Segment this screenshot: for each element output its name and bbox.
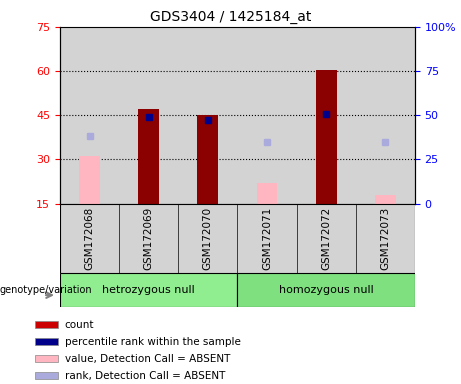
- Bar: [35, 355, 58, 362]
- Text: rank, Detection Call = ABSENT: rank, Detection Call = ABSENT: [65, 371, 225, 381]
- Bar: [316, 70, 337, 204]
- Bar: [197, 115, 218, 204]
- Bar: [79, 156, 100, 204]
- Text: GSM172070: GSM172070: [203, 207, 213, 270]
- Bar: [138, 109, 159, 204]
- Text: GSM172072: GSM172072: [321, 207, 331, 270]
- Text: percentile rank within the sample: percentile rank within the sample: [65, 337, 241, 347]
- Text: hetrozygous null: hetrozygous null: [102, 285, 195, 295]
- Bar: [35, 338, 58, 345]
- Bar: [60, 273, 237, 307]
- Bar: [375, 195, 396, 204]
- Text: GSM172073: GSM172073: [380, 207, 390, 270]
- Bar: [35, 321, 58, 328]
- Text: GSM172069: GSM172069: [144, 207, 154, 270]
- Text: genotype/variation: genotype/variation: [0, 285, 93, 295]
- Text: count: count: [65, 320, 94, 330]
- Text: GSM172071: GSM172071: [262, 207, 272, 270]
- Bar: [237, 273, 415, 307]
- Text: homozygous null: homozygous null: [279, 285, 373, 295]
- Text: GSM172068: GSM172068: [84, 207, 95, 270]
- Text: GDS3404 / 1425184_at: GDS3404 / 1425184_at: [150, 10, 311, 23]
- Text: value, Detection Call = ABSENT: value, Detection Call = ABSENT: [65, 354, 230, 364]
- Bar: [257, 183, 278, 204]
- Bar: [35, 372, 58, 379]
